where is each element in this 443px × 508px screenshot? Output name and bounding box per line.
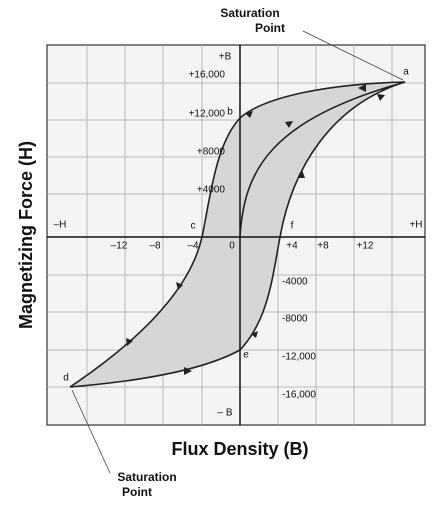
y-tick-label: -16,000 [282, 390, 316, 401]
callout: Saturation [117, 470, 176, 484]
x-tick-label: –8 [149, 241, 161, 252]
x-tick-label: –12 [111, 241, 128, 252]
y-tick-label: -8000 [282, 314, 308, 325]
callout: Point [122, 485, 152, 499]
point-label: f [291, 221, 294, 232]
leader-line [71, 389, 111, 474]
arrow [176, 282, 183, 290]
y-tick-label: +12,000 [189, 109, 226, 120]
point-label: a [403, 67, 409, 78]
axis-end-label: –H [54, 220, 67, 231]
loop-fill [70, 82, 405, 387]
y-tick-label: -12,000 [282, 352, 316, 363]
grid [47, 45, 425, 425]
y-tick-label: +4000 [197, 185, 226, 196]
y-tick-label: -4000 [282, 277, 308, 288]
x-axis-title: Flux Density (B) [171, 439, 308, 459]
x-tick-label: +8 [317, 241, 329, 252]
callout: Saturation [220, 6, 279, 20]
point-label: c [191, 221, 196, 232]
arrow [358, 84, 366, 92]
y-tick-label: +16,000 [189, 70, 226, 81]
arrow [285, 121, 293, 128]
y-tick-label: +8000 [197, 147, 226, 158]
arrow [251, 331, 258, 338]
upper-branch [69, 81, 406, 388]
axis-end-label: +B [219, 52, 232, 63]
x-tick-label: 0 [229, 241, 235, 252]
arrows [126, 84, 385, 375]
lower-branch [69, 81, 406, 388]
point-label: b [227, 107, 233, 118]
point-label: d [63, 373, 69, 384]
arrow [126, 338, 133, 346]
arrow [298, 170, 305, 178]
axis-end-label: +H [409, 220, 422, 231]
point-label: e [243, 350, 249, 361]
axis-end-label: – B [217, 408, 232, 419]
x-tick-label: –4 [187, 241, 199, 252]
arrow [377, 94, 385, 101]
x-tick-label: +12 [357, 241, 374, 252]
callout: Point [255, 21, 285, 35]
initial-curve [239, 81, 406, 238]
leader-line [302, 30, 404, 81]
x-tick-label: +4 [286, 241, 298, 252]
arrow [184, 367, 192, 375]
arrow [245, 111, 253, 118]
y-axis-title: Magnetizing Force (H) [16, 141, 36, 329]
